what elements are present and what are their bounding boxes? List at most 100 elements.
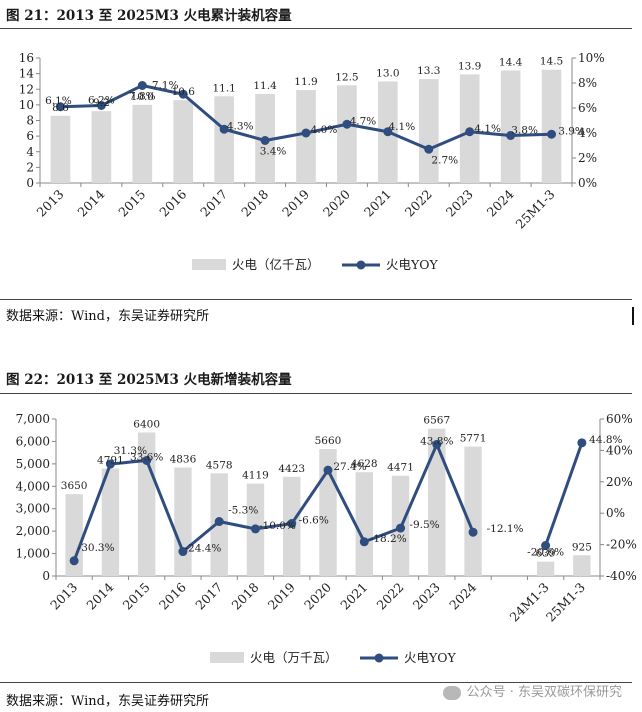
- text-cursor: [632, 307, 634, 325]
- x-axis-category-label: 2016: [156, 579, 189, 612]
- bar-value-label: 9.2: [93, 97, 110, 109]
- left-axis-tick-label: 12: [19, 82, 34, 96]
- yoy-point: [142, 455, 152, 465]
- x-axis-category-label: 2017: [197, 186, 230, 219]
- yoy-value-label: 3.8%: [511, 125, 538, 137]
- x-axis-category-label: 2014: [83, 579, 116, 612]
- yoy-line: [72, 442, 584, 562]
- x-axis-category-label: 2023: [443, 186, 476, 219]
- legend-line-marker: [356, 260, 366, 270]
- x-axis-category-label: 2015: [120, 580, 153, 613]
- yoy-point: [96, 101, 106, 110]
- figure-21-source: 数据来源：Wind，东吴证券研究所: [6, 309, 209, 324]
- x-axis-category-label: 2024: [446, 579, 479, 612]
- right-axis-tick-label: 20%: [606, 475, 633, 489]
- bar-value-label: 4791: [97, 455, 124, 467]
- x-axis-category-label: 2016: [156, 186, 189, 219]
- right-axis-tick-label: 10%: [578, 51, 605, 65]
- right-axis-tick-label: 6%: [578, 101, 597, 115]
- yoy-value-label: 44.8%: [589, 434, 622, 446]
- bar-value-label: 4578: [206, 459, 233, 471]
- right-axis-tick-label: 60%: [606, 412, 633, 426]
- bar-value-label: 6400: [133, 418, 160, 430]
- figure-21-title: 图 21：2013 至 2025M3 火电累计装机容量: [6, 8, 292, 24]
- yoy-value-label: 3.4%: [260, 146, 287, 158]
- x-axis-category-label: 2015: [115, 187, 148, 220]
- bar-value-label: 4119: [242, 470, 269, 482]
- x-axis-category-label: 2017: [192, 579, 225, 612]
- bar: [418, 79, 439, 183]
- bar: [428, 428, 446, 576]
- left-axis-tick-label: 2,000: [16, 524, 50, 538]
- yoy-point: [178, 547, 188, 557]
- left-axis-tick-label: 4,000: [16, 479, 50, 493]
- x-axis-category-label: 2020: [320, 186, 353, 219]
- yoy-point: [342, 119, 352, 129]
- yoy-point: [137, 81, 147, 90]
- left-axis-tick-label: 14: [19, 67, 35, 81]
- yoy-point: [219, 124, 229, 134]
- yoy-point: [424, 144, 434, 154]
- figure-22-chart: 0 1,000 2,000 3,000 4,000 5,000 6,000 7,000 -40%…: [16, 412, 637, 665]
- legend-line-label: 火电YOY: [386, 257, 438, 272]
- yoy-point: [547, 129, 557, 139]
- yoy-value-label: 4.1%: [474, 123, 501, 135]
- left-axis-tick-label: 6: [26, 129, 34, 143]
- yoy-value-label: 43.8%: [420, 435, 453, 447]
- left-axis-tick-label: 7,000: [16, 412, 50, 426]
- yoy-value-label: -24.4%: [184, 543, 221, 555]
- yoy-point: [359, 537, 369, 547]
- bar: [337, 85, 357, 183]
- left-axis-tick-label: 6,000: [16, 434, 50, 448]
- x-axis-category-label: 2018: [238, 186, 271, 219]
- yoy-point: [396, 523, 406, 533]
- bar: [464, 446, 482, 576]
- bar: [91, 111, 112, 183]
- bar-value-label: 6567: [423, 415, 450, 427]
- bar: [65, 494, 83, 576]
- left-axis-tick-label: 10: [19, 98, 34, 112]
- bar: [173, 100, 194, 183]
- wechat-icon: [442, 685, 461, 700]
- left-axis-tick-label: 0: [26, 176, 34, 190]
- bar-value-label: 3650: [61, 480, 88, 492]
- bar: [355, 472, 373, 576]
- yoy-point: [301, 128, 311, 138]
- x-axis-category-label: 2021: [337, 580, 370, 613]
- yoy-point: [105, 459, 115, 469]
- yoy-value-label: 7.8%: [129, 91, 156, 103]
- legend-bar-swatch: [210, 652, 244, 663]
- yoy-value-label: -10.0%: [259, 520, 296, 532]
- x-axis-category-label: 25M1-3: [513, 186, 558, 231]
- x-axis-category-label: 2022: [402, 187, 435, 220]
- x-axis-category-label: 2024: [484, 186, 517, 219]
- bar-value-label: 639: [536, 548, 556, 560]
- yoy-point: [55, 102, 65, 112]
- left-axis-tick-label: 3,000: [16, 502, 50, 516]
- yoy-point: [69, 556, 79, 566]
- yoy-point: [250, 524, 260, 534]
- x-axis-category-label: 2020: [301, 579, 334, 612]
- x-axis-category-label: 2018: [228, 579, 261, 612]
- yoy-value-label: -5.3%: [228, 505, 258, 517]
- x-axis-category-label: 2019: [279, 186, 312, 219]
- bar-value-label: 5660: [315, 435, 342, 447]
- figure-22-top-rule: [0, 393, 632, 394]
- yoy-point: [432, 439, 442, 449]
- right-axis-tick-label: -40%: [606, 569, 637, 583]
- yoy-point: [577, 438, 587, 448]
- yoy-value-label: 31.3%: [114, 445, 147, 457]
- bar: [132, 104, 153, 183]
- legend-bar-label: 火电（亿千瓦）: [232, 257, 320, 272]
- bar-value-label: 5771: [460, 433, 487, 445]
- bar-value-label: 11.4: [253, 80, 277, 92]
- bar-value-label: 925: [572, 541, 592, 553]
- figure-21-top-rule: [0, 28, 632, 29]
- yoy-point: [287, 519, 297, 529]
- figure-21-bottom-rule: [0, 299, 632, 300]
- legend-bar-label: 火电（万千瓦）: [250, 650, 338, 665]
- bar-value-label: 14.4: [499, 57, 523, 69]
- yoy-value-label: -30.3%: [78, 542, 115, 554]
- yoy-value-label: 4.0%: [311, 124, 338, 136]
